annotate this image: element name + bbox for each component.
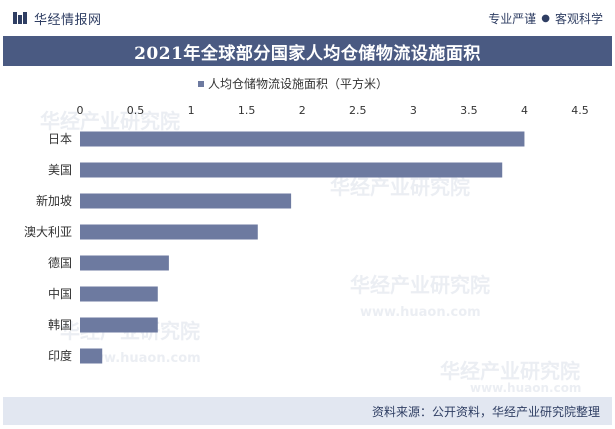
footer: 资料来源：公开资料，华经产业研究院整理 [3, 397, 612, 425]
x-tick-label: 2 [299, 104, 306, 117]
source-note: 资料来源：公开资料，华经产业研究院整理 [371, 405, 600, 419]
category-label: 中国 [48, 286, 72, 301]
bar [80, 255, 169, 271]
watermark-layer: 华经产业研究院 华经产业研究院 华经产业研究院 华经产业研究院 华经产业研究院 … [40, 109, 581, 395]
slogan: 专业严谨 ● 客观科学 [488, 10, 603, 27]
x-axis-ticks: 0 0.5 1 1.5 2 2.5 3 3.5 4 4.5 [77, 104, 589, 117]
watermark-url-2: www.huaon.com [80, 351, 201, 366]
bars [80, 131, 525, 364]
bar [80, 131, 525, 147]
legend: 人均仓储物流设施面积（平方米） [198, 76, 388, 91]
watermark-2: 华经产业研究院 [330, 175, 470, 199]
x-tick-label: 0.5 [127, 104, 145, 117]
bar [80, 193, 292, 209]
slogan-dot-icon: ● [541, 13, 550, 24]
bar-chart: 华经产业研究院 华经产业研究院 华经产业研究院 华经产业研究院 华经产业研究院 … [24, 76, 589, 395]
category-label: 新加坡 [36, 193, 72, 208]
x-tick-label: 3.5 [460, 104, 478, 117]
bar [80, 224, 258, 240]
title-band: 2021年全球部分国家人均仓储物流设施面积 [3, 36, 612, 66]
watermark-1: 华经产业研究院 [40, 109, 180, 133]
slogan-left: 专业严谨 [488, 12, 537, 26]
category-label: 日本 [48, 132, 72, 146]
legend-label: 人均仓储物流设施面积（平方米） [208, 76, 388, 91]
bar [80, 317, 158, 333]
watermark-url-3: www.huaon.com [470, 381, 581, 395]
category-label: 澳大利亚 [24, 225, 72, 239]
brand: 华经情报网 [12, 9, 102, 28]
chart-title: 2021年全球部分国家人均仓储物流设施面积 [134, 43, 481, 64]
x-tick-label: 1.5 [238, 104, 256, 117]
watermark-url-1: www.huaon.com [360, 305, 481, 320]
x-tick-label: 4.5 [571, 104, 589, 117]
brand-logo-icon [13, 12, 27, 24]
bar [80, 162, 503, 178]
bar [80, 286, 158, 302]
slogan-right: 客观科学 [554, 12, 603, 26]
x-tick-label: 4 [521, 104, 528, 117]
category-label: 韩国 [48, 317, 72, 332]
category-label: 美国 [48, 163, 72, 177]
legend-swatch [198, 81, 204, 87]
bar [80, 348, 103, 364]
x-tick-label: 1 [188, 104, 195, 117]
x-tick-label: 3 [410, 104, 417, 117]
category-label: 印度 [48, 348, 72, 363]
category-label: 德国 [48, 255, 72, 270]
brand-name: 华经情报网 [34, 12, 102, 28]
watermark-5: 华经产业研究院 [440, 359, 580, 383]
x-tick-label: 2.5 [349, 104, 367, 117]
x-tick-label: 0 [77, 104, 84, 117]
top-bar: 华经情报网 专业严谨 ● 客观科学 [0, 0, 615, 36]
watermark-3: 华经产业研究院 [350, 273, 490, 297]
